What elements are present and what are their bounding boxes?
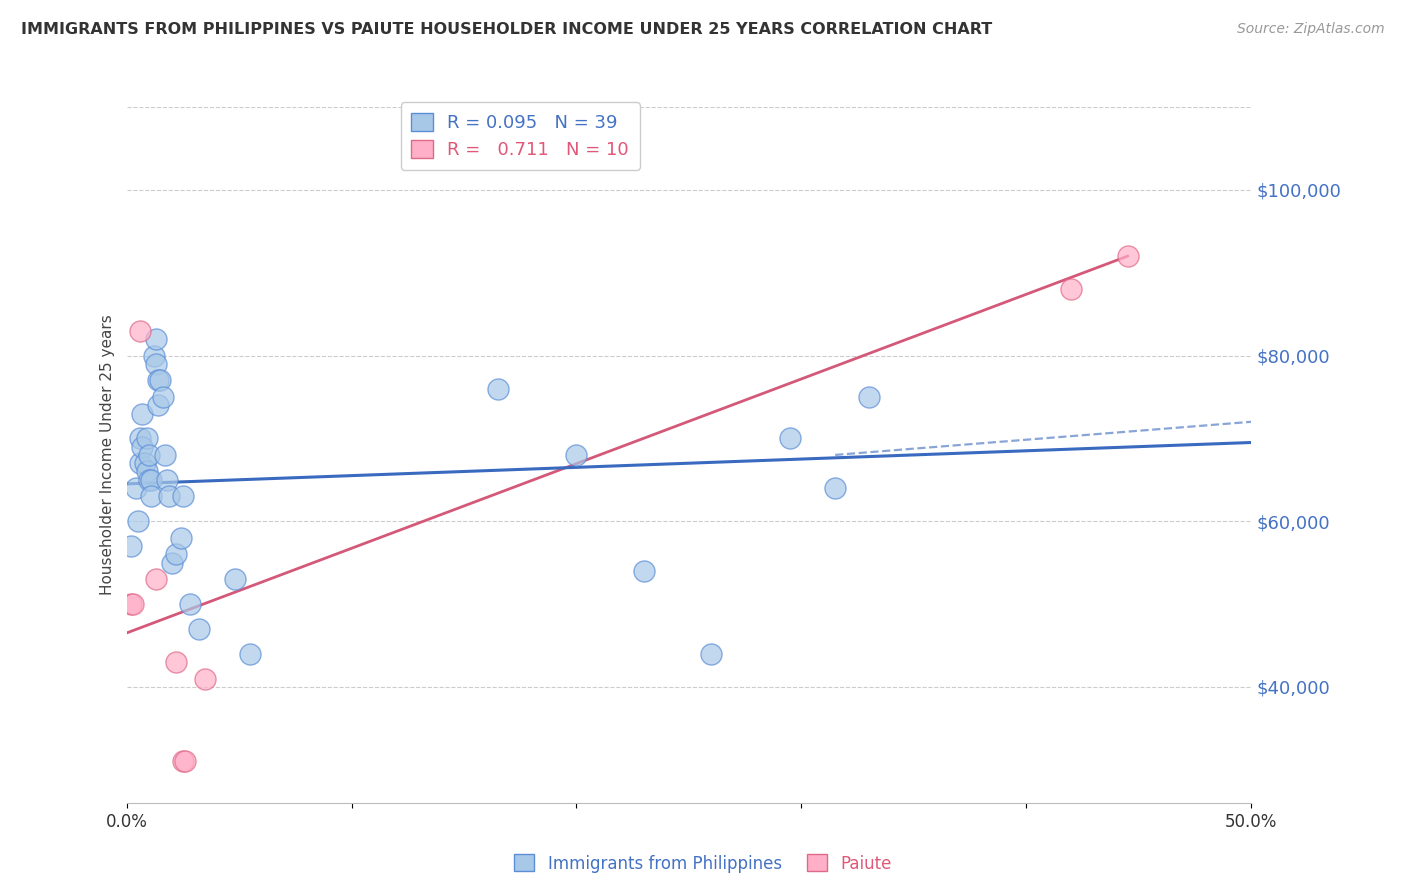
- Point: [239, 647, 262, 661]
- Point: [127, 514, 149, 528]
- Point: [135, 431, 157, 445]
- Point: [224, 572, 246, 586]
- Point: [129, 431, 152, 445]
- Point: [134, 456, 156, 470]
- Point: [157, 489, 180, 503]
- Point: [172, 489, 194, 503]
- Legend: Immigrants from Philippines, Paiute: Immigrants from Philippines, Paiute: [508, 847, 898, 880]
- Legend: R = 0.095   N = 39, R =   0.711   N = 10: R = 0.095 N = 39, R = 0.711 N = 10: [401, 103, 640, 169]
- Point: [145, 357, 167, 371]
- Point: [149, 373, 172, 387]
- Text: IMMIGRANTS FROM PHILIPPINES VS PAIUTE HOUSEHOLDER INCOME UNDER 25 YEARS CORRELAT: IMMIGRANTS FROM PHILIPPINES VS PAIUTE HO…: [21, 22, 993, 37]
- Point: [486, 382, 509, 396]
- Point: [135, 465, 157, 479]
- Point: [138, 473, 160, 487]
- Point: [172, 755, 194, 769]
- Point: [565, 448, 588, 462]
- Point: [141, 473, 163, 487]
- Point: [156, 473, 179, 487]
- Point: [779, 431, 801, 445]
- Point: [142, 349, 165, 363]
- Point: [152, 390, 174, 404]
- Point: [120, 597, 142, 611]
- Y-axis label: Householder Income Under 25 years: Householder Income Under 25 years: [100, 315, 115, 595]
- Point: [131, 407, 153, 421]
- Point: [179, 597, 201, 611]
- Point: [165, 655, 187, 669]
- Text: Source: ZipAtlas.com: Source: ZipAtlas.com: [1237, 22, 1385, 37]
- Point: [633, 564, 655, 578]
- Point: [145, 572, 167, 586]
- Point: [169, 531, 191, 545]
- Point: [129, 324, 152, 338]
- Point: [129, 456, 152, 470]
- Point: [141, 489, 163, 503]
- Point: [187, 622, 209, 636]
- Point: [858, 390, 880, 404]
- Point: [824, 481, 846, 495]
- Point: [124, 481, 146, 495]
- Point: [120, 539, 142, 553]
- Point: [153, 448, 176, 462]
- Point: [194, 672, 217, 686]
- Point: [165, 547, 187, 561]
- Point: [145, 332, 167, 346]
- Point: [146, 398, 169, 412]
- Point: [1116, 249, 1139, 263]
- Point: [1060, 282, 1083, 296]
- Point: [160, 556, 183, 570]
- Point: [174, 755, 197, 769]
- Point: [138, 448, 160, 462]
- Point: [146, 373, 169, 387]
- Point: [131, 440, 153, 454]
- Point: [122, 597, 145, 611]
- Point: [700, 647, 723, 661]
